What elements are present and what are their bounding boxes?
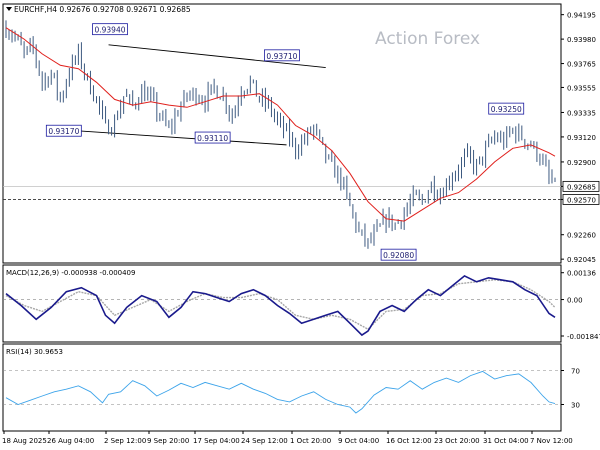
price-annotation: 0.92080	[380, 248, 417, 261]
time-axis-label: 2 Sep 12:00	[104, 437, 146, 445]
time-axis-label: 16 Oct 12:00	[386, 437, 432, 445]
time-axis-label: 23 Oct 20:00	[434, 437, 480, 445]
moving-average-line	[5, 27, 556, 222]
collapse-triangle-icon[interactable]	[6, 7, 12, 11]
price-axis: 0.94195 0.93980 0.93765 0.93555 0.93335 0.931…	[561, 12, 600, 264]
time-axis-label: 1 Oct 20:00	[290, 437, 331, 445]
price-tick-label: 0.93335	[567, 109, 596, 117]
time-axis: 18 Aug 2025 26 Aug 04:00 2 Sep 12:00 9 Sep …	[2, 431, 573, 445]
time-axis-label: 9 Oct 04:00	[338, 437, 379, 445]
svg-text:0.93110: 0.93110	[197, 134, 228, 143]
trendlines	[66, 44, 326, 146]
symbol-header: EURCHF,H4 0.92676 0.92708 0.92671 0.9268…	[14, 5, 191, 14]
rsi-tick-label: 30	[571, 402, 580, 410]
price-tick-label: 0.92045	[567, 256, 596, 264]
price-tick-label: 0.92260	[567, 232, 596, 240]
macd-line	[5, 274, 556, 337]
support-price-badge	[562, 194, 600, 205]
price-annotation: 0.93250	[488, 102, 525, 115]
svg-text:0.93250: 0.93250	[491, 105, 522, 114]
price-tick-label: 0.93555	[567, 84, 596, 92]
macd-signal-line	[5, 279, 556, 331]
price-tick-label: 0.92900	[567, 159, 596, 167]
price-tick-label: 0.92570	[567, 196, 596, 204]
price-reference-lines	[3, 185, 561, 200]
rsi-axis: 70 30	[3, 368, 580, 410]
svg-text:0.92080: 0.92080	[383, 251, 414, 260]
time-axis-label: 24 Sep 12:00	[241, 437, 288, 445]
svg-text:0.93170: 0.93170	[48, 127, 79, 136]
upper-trendline	[108, 44, 326, 68]
current-price-badge	[562, 180, 600, 192]
price-annotation: 0.93110	[194, 131, 231, 144]
macd-panel: MACD(12,26,9) -0.000938 -0.000409 0.0013…	[2, 264, 600, 343]
rsi-title: RSI(14) 30.9653	[6, 348, 63, 356]
lower-trendline	[66, 129, 287, 146]
time-axis-label: 18 Aug 2025	[2, 437, 47, 445]
macd-title: MACD(12,26,9) -0.000938 -0.000409	[6, 269, 135, 277]
macd-axis: 0.00136 0.00 -0.001847	[3, 270, 600, 341]
candles	[5, 20, 556, 249]
macd-panel-frame	[2, 264, 562, 343]
svg-text:0.93710: 0.93710	[266, 52, 297, 61]
price-tick-label: 0.92685	[567, 183, 596, 191]
rsi-line	[5, 370, 556, 414]
price-panel-frame	[2, 3, 562, 264]
price-tick-label: 0.93765	[567, 61, 596, 69]
macd-tick-label: -0.001847	[567, 333, 600, 341]
price-annotations: 0.93940 0.93710 0.93170 0.93110 0.93250 0.920…	[45, 23, 525, 261]
price-tick-label: 0.93120	[567, 134, 596, 142]
rsi-tick-label: 70	[571, 368, 580, 376]
time-axis-label: 31 Oct 04:00	[483, 437, 529, 445]
macd-tick-label: 0.00136	[567, 270, 596, 278]
time-axis-label: 9 Sep 20:00	[147, 437, 189, 445]
watermark: Action Forex	[375, 29, 480, 49]
time-axis-label: 26 Aug 04:00	[47, 437, 94, 445]
rsi-panel: RSI(14) 30.9653 70 30	[2, 343, 580, 432]
svg-text:0.93940: 0.93940	[94, 26, 125, 35]
price-annotation: 0.93170	[45, 124, 82, 137]
macd-tick-label: 0.00	[567, 297, 583, 305]
price-tick-label: 0.93980	[567, 36, 596, 44]
price-annotation: 0.93940	[92, 23, 128, 36]
rsi-panel-frame	[2, 343, 562, 432]
time-axis-label: 7 Nov 12:00	[530, 437, 573, 445]
price-annotation: 0.93710	[264, 49, 300, 62]
price-panel: EURCHF,H4 0.92676 0.92708 0.92671 0.9268…	[2, 3, 600, 264]
time-axis-label: 17 Sep 04:00	[193, 437, 240, 445]
price-tick-label: 0.94195	[567, 12, 596, 20]
